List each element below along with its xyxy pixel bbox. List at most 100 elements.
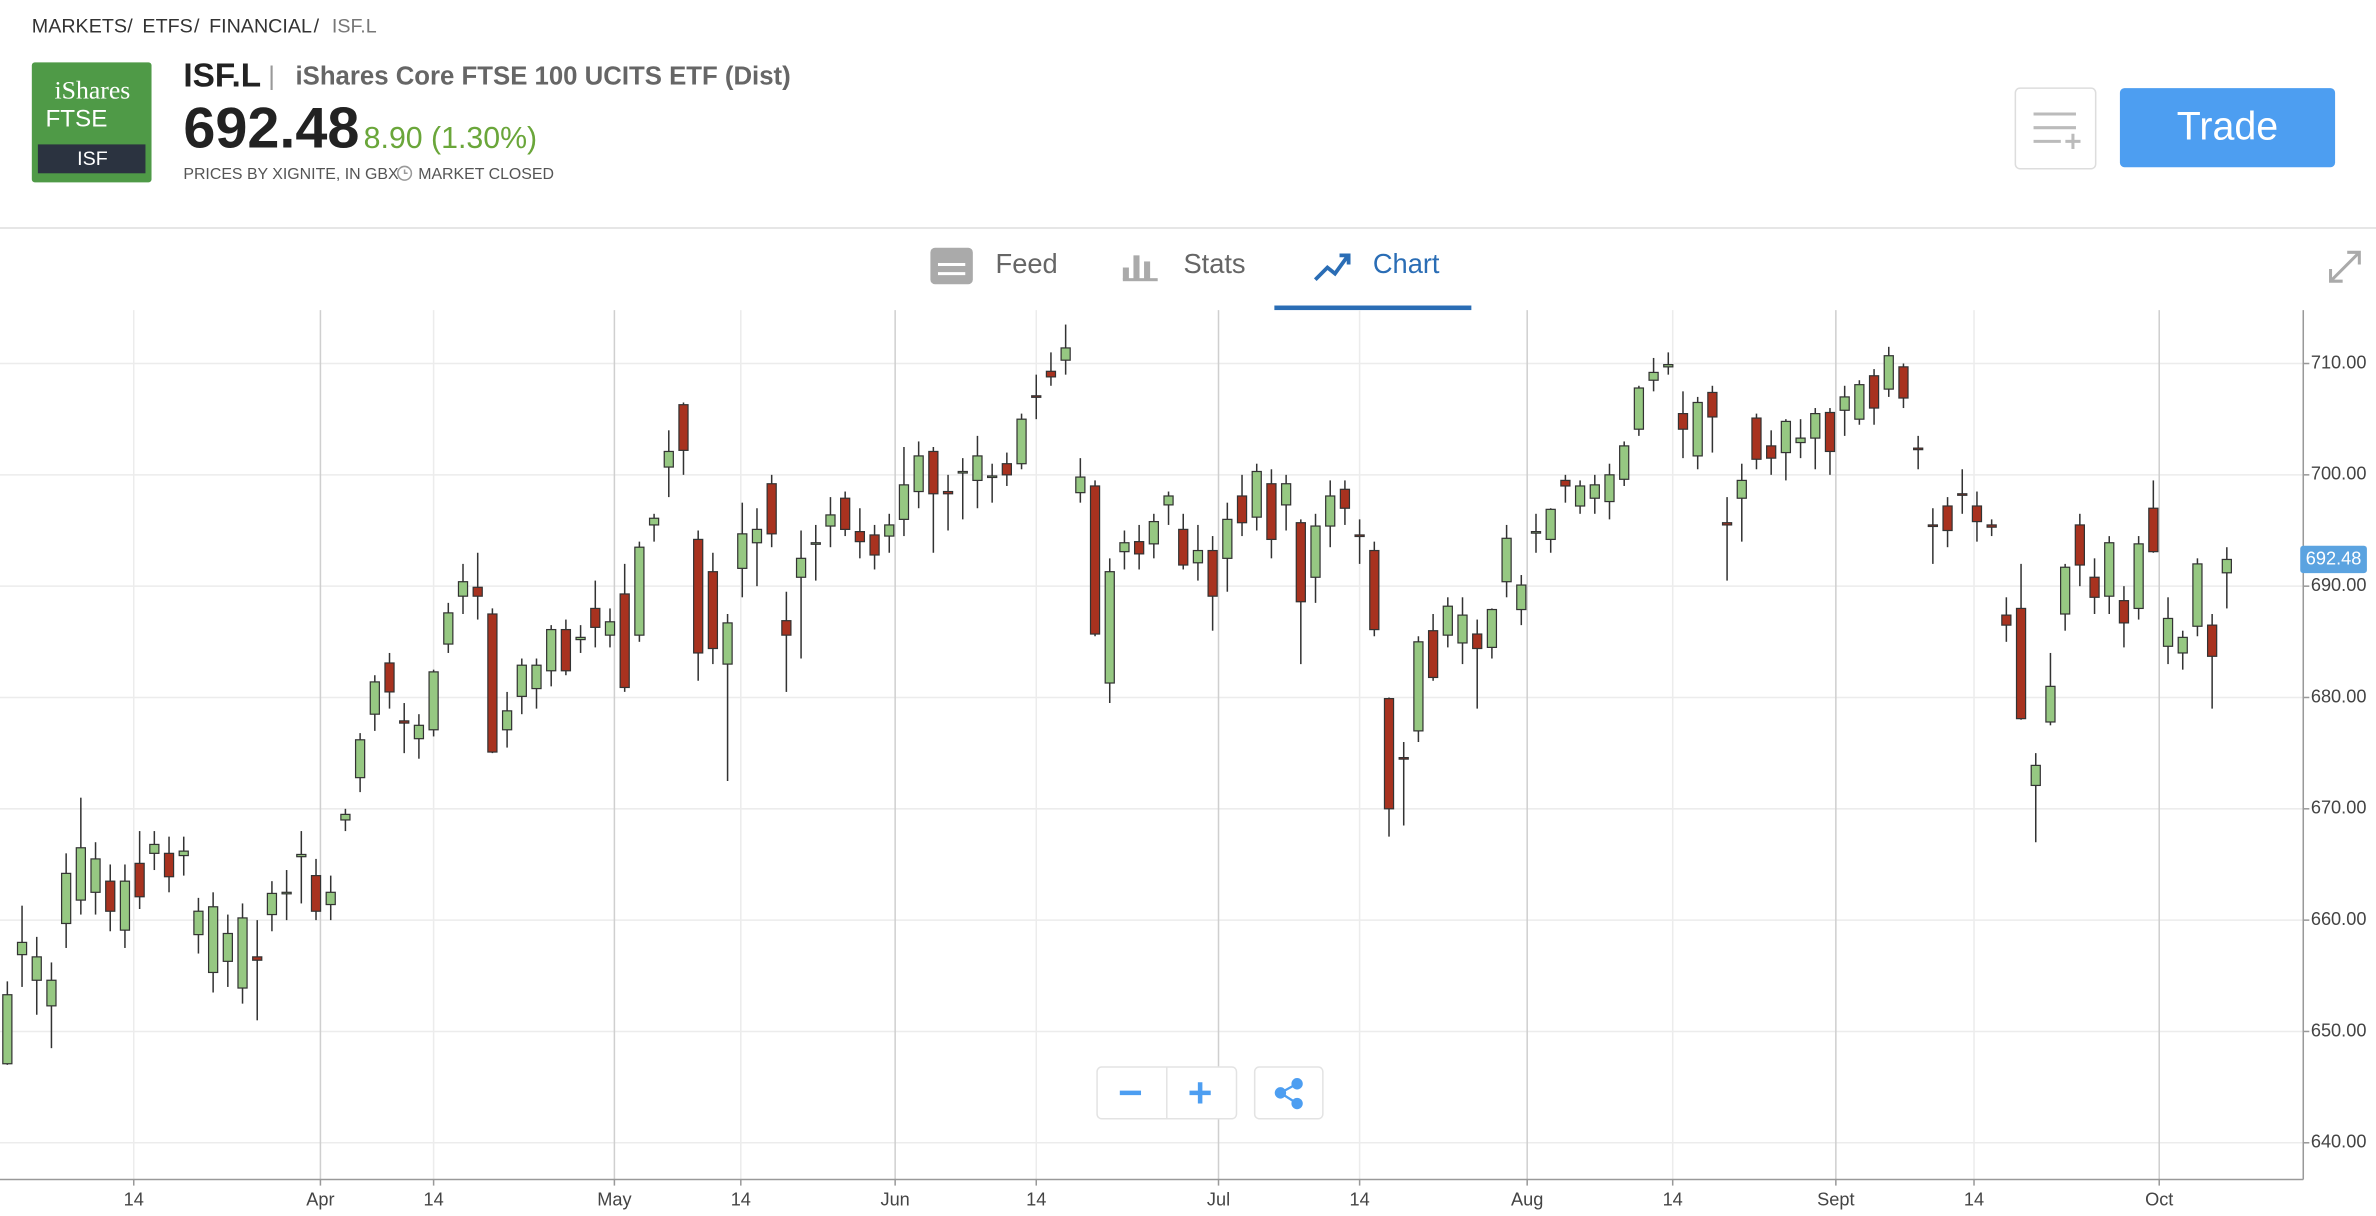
- candle-body: [1251, 470, 1262, 518]
- tab-active[interactable]: Chart: [1373, 248, 1440, 279]
- candle-body: [178, 850, 189, 857]
- candle-body: [810, 542, 821, 545]
- candle-body: [2192, 563, 2203, 627]
- candle-body: [369, 681, 380, 715]
- candle-body: [2148, 507, 2159, 553]
- candle-body: [501, 710, 513, 731]
- x-tick-label: 14: [124, 1190, 144, 1210]
- candle-body: [1619, 445, 1630, 480]
- candle-body: [913, 455, 924, 493]
- candle-body: [222, 932, 233, 962]
- crumb[interactable]: MARKETS: [32, 16, 127, 38]
- candle-body: [1383, 697, 1395, 810]
- candle-body: [487, 613, 498, 753]
- candle-body: [1839, 396, 1850, 411]
- candle-body: [2001, 614, 2012, 626]
- clock-hand: [403, 169, 408, 175]
- price-tag-label: 692.48: [2306, 548, 2362, 568]
- y-tick-label: 700.00: [2311, 464, 2367, 484]
- candle-body: [1001, 463, 1013, 476]
- candle-body: [1986, 524, 1997, 528]
- candle-body: [884, 524, 895, 537]
- zoom-in[interactable]: [1189, 1082, 1211, 1104]
- candle-body: [1119, 542, 1130, 553]
- candle-body: [781, 620, 792, 636]
- candle-body: [2162, 617, 2174, 647]
- candle-body: [531, 664, 542, 690]
- candle-body: [1854, 384, 1865, 420]
- candle-body: [354, 739, 366, 779]
- candle-body: [1413, 641, 1424, 732]
- trade-button[interactable]: [2119, 88, 2336, 168]
- candle-body: [737, 533, 748, 569]
- candle-body: [1516, 584, 1527, 611]
- candle-body: [795, 557, 807, 578]
- candle-body: [75, 847, 86, 901]
- y-tick-label: 640.00: [2311, 1132, 2367, 1152]
- candle-body: [2177, 636, 2188, 654]
- candle-body: [1545, 508, 1556, 541]
- candle-body: [678, 404, 689, 451]
- expand-icon[interactable]: [2329, 250, 2361, 283]
- candle-body: [1295, 522, 1306, 603]
- x-tick-label: 14: [1026, 1190, 1046, 1210]
- x-tick-label: Aug: [1511, 1190, 1543, 1210]
- candle-body: [560, 628, 572, 672]
- candle-body: [1795, 437, 1806, 444]
- share-button[interactable]: [1253, 1066, 1324, 1120]
- candle-body: [1089, 485, 1101, 635]
- candle-body: [134, 862, 145, 898]
- candle-body: [1560, 479, 1571, 487]
- candle-body: [1942, 505, 1953, 532]
- candle-body: [516, 664, 527, 697]
- crumb[interactable]: FINANCIAL: [209, 16, 312, 38]
- candle-body: [766, 483, 777, 535]
- separator: /: [127, 16, 133, 38]
- chart: 640.00 650.00 660.00 670.00 680.00 690.00 700.…: [0, 310, 2367, 1210]
- candle-body: [2030, 764, 2041, 787]
- tab[interactable]: Feed: [996, 248, 1058, 279]
- candle-body: [707, 571, 719, 650]
- candle-body: [1957, 493, 1968, 496]
- price-source: PRICES BY XIGNITE, IN GBX: [183, 166, 399, 183]
- y-tick-label: 660.00: [2311, 909, 2367, 929]
- candle-body: [60, 872, 72, 925]
- candle-body: [1266, 483, 1277, 541]
- candle-body: [722, 622, 733, 665]
- candle-body: [634, 546, 645, 636]
- chart-icon: [1313, 253, 1351, 282]
- candle-body: [1736, 479, 1747, 499]
- candle-body: [46, 979, 57, 1007]
- y-tick-label: 680.00: [2311, 686, 2367, 706]
- separator: /: [194, 16, 200, 38]
- candle-body: [1398, 756, 1409, 760]
- candle-body: [1868, 375, 1880, 409]
- crumb-current: ISF.L: [332, 16, 377, 38]
- candle-body: [1045, 370, 1057, 378]
- y-tick-label: 650.00: [2311, 1020, 2367, 1040]
- candle-body: [1692, 401, 1703, 457]
- candle-body: [1751, 417, 1762, 460]
- candle-body: [1354, 534, 1365, 538]
- candle-body: [1530, 531, 1542, 534]
- crumb[interactable]: ETFS: [142, 16, 192, 38]
- candle-body: [1369, 549, 1380, 631]
- candle-body: [2221, 558, 2232, 574]
- breadcrumb: MARKETS / ETFS / FINANCIAL / ISF.L: [32, 16, 377, 38]
- x-tick-label: Sept: [1817, 1190, 1854, 1210]
- candle-body: [1589, 484, 1600, 499]
- candle-body: [281, 891, 292, 895]
- candle-body: [840, 497, 851, 530]
- logo-code: ISF: [77, 148, 108, 170]
- candle-body: [1148, 520, 1159, 545]
- candle-body: [590, 607, 601, 628]
- tab[interactable]: Stats: [1183, 248, 1245, 279]
- trade-label[interactable]: Trade: [2177, 105, 2278, 149]
- candle-body: [413, 724, 425, 740]
- candle-body: [340, 813, 351, 821]
- candle-body: [237, 917, 248, 989]
- candle-body: [149, 843, 160, 854]
- candle-body: [1927, 524, 1939, 528]
- candle-body: [1677, 413, 1689, 430]
- candle-body: [472, 586, 483, 597]
